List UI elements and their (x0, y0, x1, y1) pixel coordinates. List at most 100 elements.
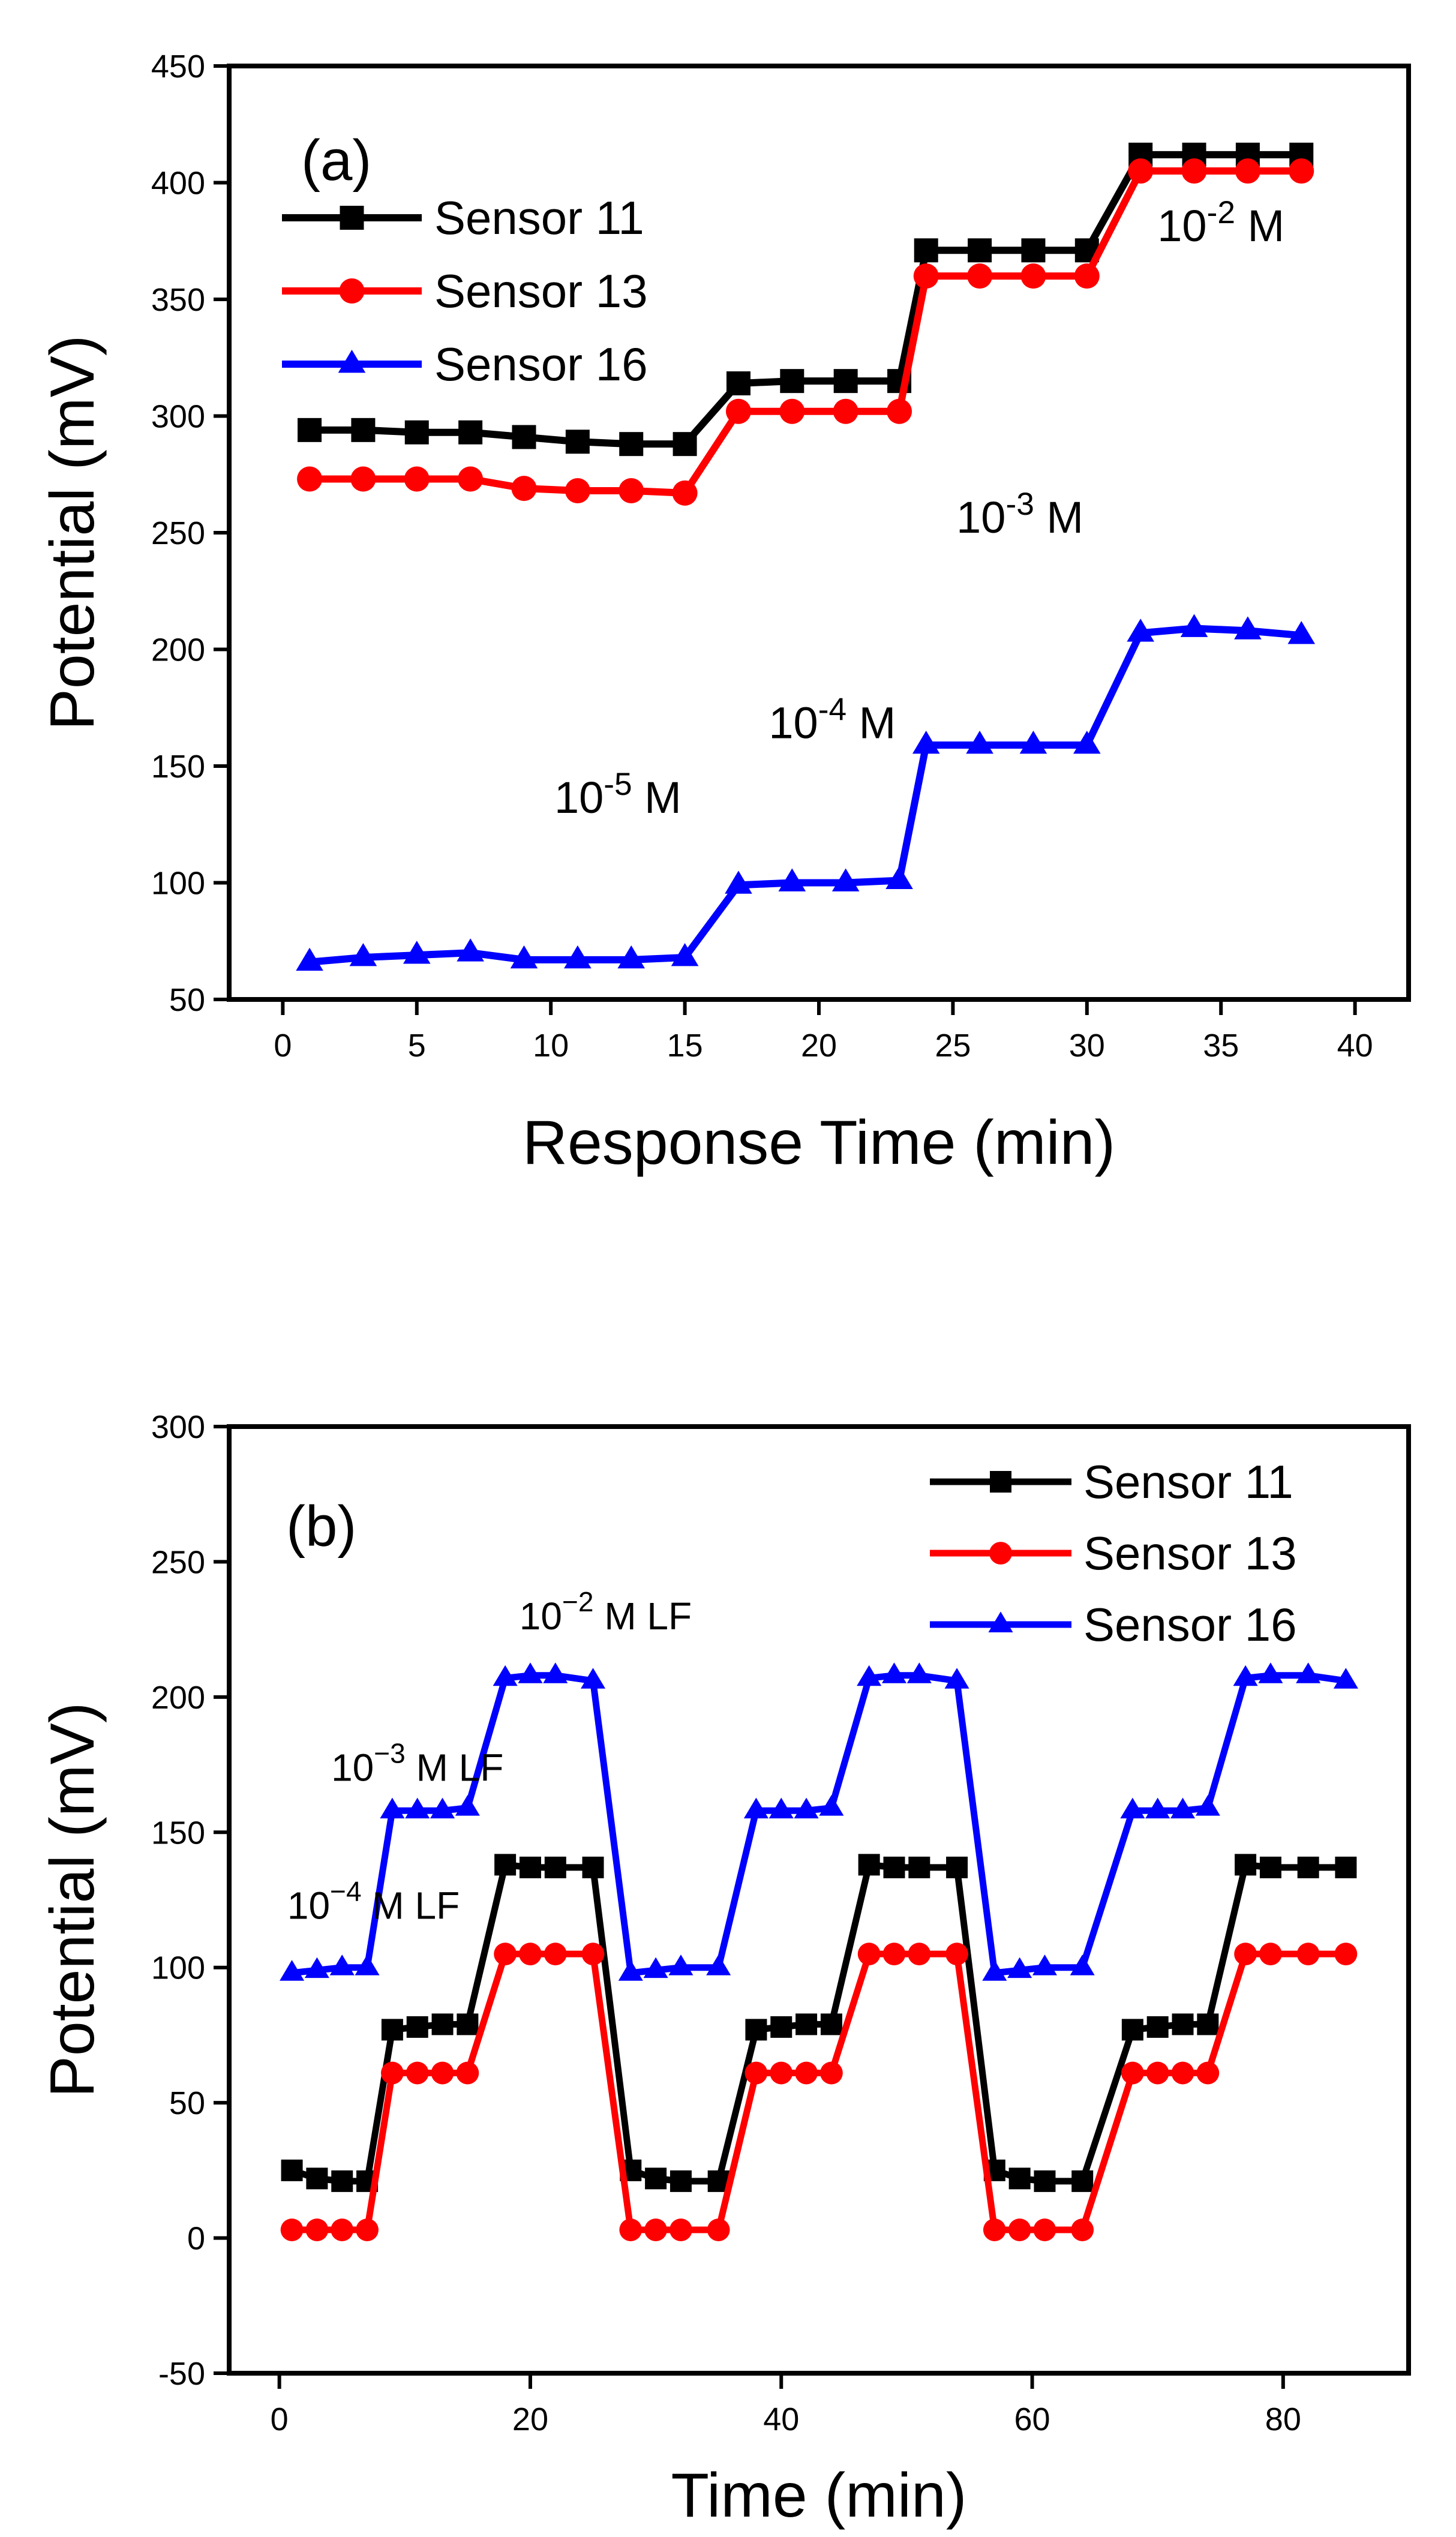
panel-a-y-tick-label: 250 (151, 515, 205, 551)
panel-a-data-point (1234, 616, 1262, 639)
panel-a-data-point (565, 430, 590, 454)
panel-b-data-point (1196, 2061, 1220, 2085)
panel-a-concentration-label: 10-5 M (554, 767, 682, 822)
panel-b-data-point (1071, 2218, 1094, 2241)
panel-b-data-point (493, 1665, 518, 1686)
panel-b-concentration-label: 10−3 M LF (331, 1738, 503, 1790)
panel-b-data-point (1146, 2016, 1169, 2038)
panel-a-x-tick-label: 35 (1203, 1028, 1239, 1064)
panel-b-data-point (908, 1942, 931, 1966)
panel-a-data-point (565, 478, 590, 503)
panel-a-concentration-label: 10-3 M (956, 487, 1083, 542)
panel-b-data-point (1333, 1668, 1358, 1689)
panel-a-x-tick-label: 25 (935, 1028, 971, 1064)
panel-b-series-2 (280, 1942, 1358, 2241)
panel-a-data-point (780, 369, 804, 394)
panel-b-data-point (881, 1662, 907, 1683)
panel-b-series-1 (281, 1854, 1357, 2192)
panel-b-legend-marker (989, 1542, 1012, 1565)
panel-b-data-point (1071, 2170, 1094, 2192)
panel-b-data-point (1259, 1856, 1281, 1878)
panel-b-data-point (1335, 1856, 1357, 1878)
panel-b-data-point (1145, 1797, 1170, 1819)
panel-b-data-point (770, 2016, 792, 2038)
panel-b-data-point (544, 1942, 567, 1966)
panel-a-data-point (297, 466, 323, 492)
panel-b-data-point (1034, 2170, 1056, 2192)
panel-a-legend-marker (338, 350, 366, 373)
panel-b-y-axis-title: Potential (mV) (38, 1703, 107, 2098)
panel-a-legend-marker (340, 206, 364, 230)
panel-b-data-point (1008, 2167, 1031, 2190)
panel-b-data-point (329, 1954, 355, 1975)
panel-a-label: (a) (301, 128, 371, 193)
panel-b-data-point (380, 1797, 405, 1819)
panel-a-data-point (512, 425, 536, 449)
panel-b-y-tick-label: 150 (151, 1815, 205, 1851)
panel-b-data-point (1235, 1854, 1257, 1876)
panel-b-data-point (582, 1856, 604, 1878)
panel-a-data-point (1019, 730, 1047, 754)
panel-b-data-point (356, 2218, 379, 2241)
panel-b-data-point (430, 1797, 455, 1819)
annotation-base: 10 (956, 493, 1005, 542)
panel-b-data-point (1170, 1797, 1196, 1819)
panel-a-data-point (913, 263, 939, 289)
panel-a-legend-marker (339, 278, 365, 304)
panel-a-y-tick-label: 300 (151, 399, 205, 435)
panel-b-data-point (331, 2218, 354, 2241)
panel-a-data-point (725, 398, 751, 424)
panel-b-data-point (406, 2016, 428, 2038)
panel-b-data-point (644, 2218, 668, 2241)
panel-b-concentration-label: 10−2 M LF (520, 1586, 692, 1638)
panel-b-data-point (581, 1668, 606, 1689)
panel-a-x-axis-title: Response Time (min) (523, 1108, 1115, 1178)
panel-a-y-tick-label: 350 (151, 282, 205, 318)
panel-b-data-point (1334, 1942, 1358, 1966)
panel-b-data-point (1033, 2218, 1056, 2241)
panel-b-data-point (494, 1942, 517, 1966)
panel-b-data-point (707, 2218, 730, 2241)
panel-a-y-axis-title: Potential (mV) (38, 335, 107, 731)
panel-b-data-point (1195, 1795, 1220, 1816)
panel-b-x-tick-label: 80 (1265, 2401, 1301, 2437)
panel-b-data-point (519, 1856, 541, 1878)
panel-a-data-point (778, 868, 806, 891)
panel-a-data-point (296, 947, 323, 971)
panel-b-data-point (794, 1797, 819, 1819)
panel-a-y-tick-label: 150 (151, 749, 205, 785)
panel-a-legend-label: Sensor 13 (434, 265, 648, 317)
panel-a-data-point (351, 418, 376, 442)
panel-b-data-point (305, 2218, 329, 2241)
panel-a-data-point (725, 870, 752, 894)
panel-a-x-tick-label: 15 (667, 1028, 703, 1064)
panel-a-data-point (511, 476, 537, 502)
annotation-base: 10 (554, 773, 604, 822)
panel-b-data-point (518, 1662, 543, 1683)
panel-a-y-tick-label: 50 (169, 982, 205, 1018)
panel-a-data-point (968, 238, 992, 263)
panel-a-data-point (914, 238, 938, 263)
panel-b-series-3 (280, 1662, 1358, 1981)
panel-a-chart: 0 5 10 15 20 25 30 35 40 50 100 150 200 250 300 350 400 4… (38, 49, 1411, 1178)
panel-b-x-tick-label: 60 (1014, 2401, 1050, 2437)
panel-b-data-point (1008, 2218, 1031, 2241)
panel-b-y-tick-label: 100 (151, 1950, 205, 1986)
panel-b-data-point (1296, 1662, 1321, 1683)
panel-b-y-tick-label: 200 (151, 1680, 205, 1716)
panel-a-legend: Sensor 11 Sensor 13 Sensor 16 (282, 191, 648, 391)
annotation-exponent: −2 (562, 1586, 594, 1617)
annotation-base: 10 (287, 1884, 330, 1927)
panel-b-data-point (946, 1856, 968, 1878)
panel-a-data-point (1235, 158, 1260, 184)
panel-b-data-point (944, 1668, 969, 1689)
panel-b-data-point (670, 2218, 692, 2241)
panel-b-data-point (1120, 1797, 1145, 1819)
panel-b-legend-label: Sensor 11 (1083, 1455, 1293, 1508)
panel-b-legend-label: Sensor 16 (1083, 1598, 1297, 1651)
panel-b-data-point (1032, 1954, 1057, 1975)
annotation-exponent: -2 (1207, 195, 1235, 230)
panel-a-data-point (298, 418, 322, 442)
panel-b-data-point (1070, 1954, 1095, 1975)
